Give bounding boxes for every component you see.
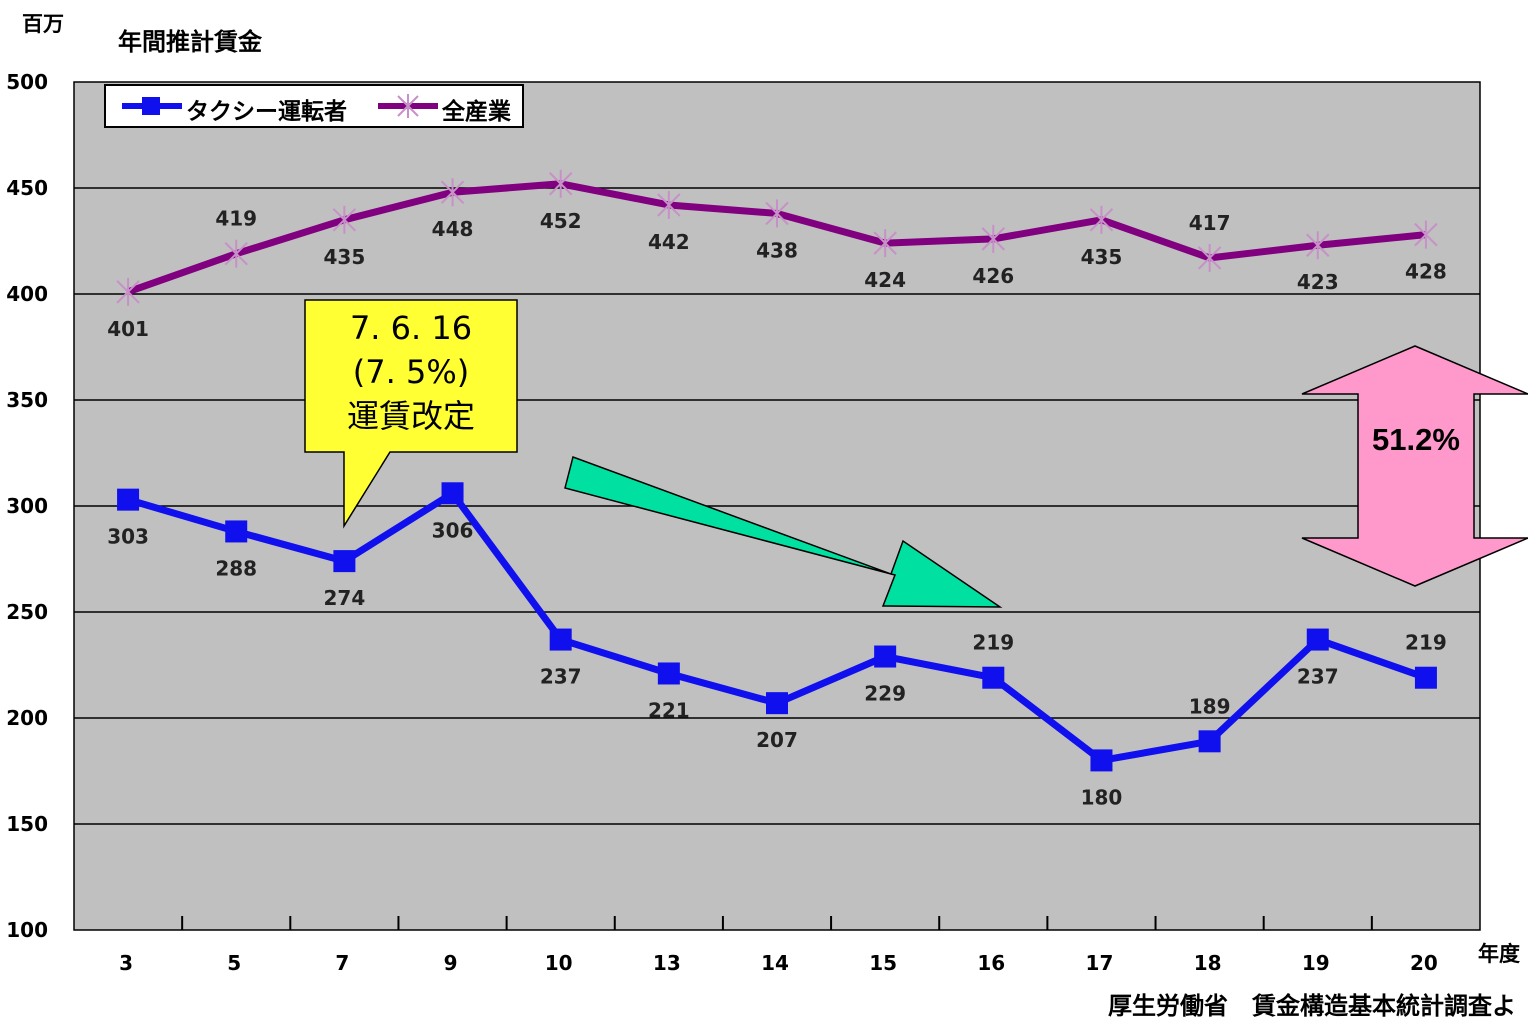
data-label: 435 — [324, 245, 366, 269]
x-tick-label: 5 — [227, 951, 241, 975]
square-marker-icon — [122, 97, 182, 115]
data-point — [1090, 749, 1113, 772]
data-point — [333, 550, 356, 573]
data-labels: 303 288 274 306 237 221 207 229 219 180 189 237 219 4… — [107, 207, 1447, 810]
data-point — [440, 178, 465, 207]
data-label: 448 — [432, 217, 474, 241]
data-label: 419 — [215, 207, 257, 231]
data-point — [1198, 730, 1221, 753]
data-point — [982, 666, 1005, 689]
chart-title: 年間推計賃金 — [118, 28, 262, 56]
data-label: 417 — [1189, 211, 1231, 235]
data-point — [873, 229, 897, 258]
data-point — [224, 239, 248, 268]
y-tick-label: 450 — [6, 176, 48, 200]
data-point — [117, 488, 140, 511]
data-point — [1306, 628, 1329, 651]
data-label: 435 — [1081, 245, 1123, 269]
legend-label-all-industry: 全産業 — [442, 99, 511, 125]
data-point — [225, 520, 248, 543]
data-point — [548, 169, 573, 198]
y-tick-label: 250 — [6, 600, 48, 624]
x-tick-label: 18 — [1194, 951, 1222, 975]
data-point — [766, 692, 788, 715]
callout-caption: 運賃改定 — [346, 397, 475, 435]
x-tick-label: 10 — [545, 951, 573, 975]
data-label: 189 — [1189, 694, 1231, 718]
data-label: 306 — [432, 518, 474, 542]
data-point — [1197, 243, 1222, 272]
source-note: 厚生労働省 賃金構造基本統計調査よ — [1108, 992, 1516, 1020]
data-point — [1306, 231, 1330, 260]
x-axis: 3 5 7 9 10 13 14 15 16 17 18 19 20 — [119, 916, 1438, 975]
data-label: 221 — [648, 698, 690, 722]
fare-revision-callout — [304, 299, 518, 529]
wage-gap-arrow — [1301, 345, 1528, 587]
data-point — [657, 662, 680, 685]
x-tick-label: 20 — [1410, 951, 1438, 975]
data-label: 180 — [1081, 785, 1123, 809]
data-point — [549, 628, 572, 651]
x-tick-label: 15 — [869, 951, 897, 975]
x-tick-label: 7 — [335, 951, 349, 975]
legend-label-taxi: タクシー運転者 — [186, 99, 347, 125]
x-tick-label: 17 — [1086, 951, 1114, 975]
data-label: 424 — [864, 268, 906, 292]
chart-legend: タクシー運転者 全産業 — [104, 84, 524, 128]
y-tick-label: 100 — [6, 918, 48, 942]
y-tick-label: 300 — [6, 494, 48, 518]
data-label: 428 — [1405, 260, 1447, 284]
data-point — [1414, 220, 1438, 249]
data-label: 401 — [107, 317, 149, 341]
y-axis-ticks: 100 150 200 250 300 350 400 450 500 — [6, 70, 48, 942]
data-point — [657, 190, 681, 219]
data-label: 237 — [540, 665, 582, 689]
wage-gap-label: 51.2% — [1372, 422, 1460, 457]
data-point — [1089, 205, 1114, 234]
x-unit-label: 年度 — [1478, 942, 1520, 966]
data-point — [116, 277, 140, 306]
x-tick-label: 3 — [119, 951, 133, 975]
x-tick-label: 19 — [1302, 951, 1330, 975]
y-unit-label: 百万 — [22, 12, 64, 36]
data-label: 442 — [648, 230, 690, 254]
data-label: 303 — [107, 525, 149, 549]
data-label: 274 — [324, 586, 366, 610]
x-tick-label: 9 — [444, 951, 458, 975]
y-tick-label: 150 — [6, 812, 48, 836]
y-tick-label: 350 — [6, 388, 48, 412]
data-label: 426 — [972, 264, 1014, 288]
series-lines — [116, 169, 1438, 772]
y-tick-label: 500 — [6, 70, 48, 94]
x-tick-label: 13 — [653, 951, 681, 975]
data-label: 219 — [972, 631, 1014, 655]
data-label: 219 — [1405, 631, 1447, 655]
data-label: 438 — [756, 238, 798, 262]
star-marker-icon — [378, 94, 438, 118]
data-point — [981, 224, 1006, 253]
callout-date: 7. 6. 16 — [349, 309, 473, 347]
y-tick-label: 400 — [6, 282, 48, 306]
data-point — [765, 199, 789, 228]
x-tick-label: 16 — [977, 951, 1005, 975]
downward-trend-arrow — [564, 456, 1003, 608]
y-tick-label: 200 — [6, 706, 48, 730]
gridlines — [74, 187, 1480, 825]
data-label: 229 — [864, 682, 906, 706]
data-point — [332, 205, 357, 234]
data-label: 288 — [215, 556, 257, 580]
data-label: 423 — [1297, 270, 1339, 294]
data-label: 237 — [1297, 665, 1339, 689]
data-point — [441, 482, 464, 505]
data-point — [1414, 666, 1437, 689]
callout-rate: (7. 5%) — [352, 353, 470, 391]
data-point — [874, 645, 897, 668]
data-label: 452 — [540, 209, 582, 233]
callout-text: 7. 6. 16 (7. 5%) 運賃改定 — [305, 306, 517, 438]
x-tick-label: 14 — [761, 951, 789, 975]
data-label: 207 — [756, 728, 798, 752]
